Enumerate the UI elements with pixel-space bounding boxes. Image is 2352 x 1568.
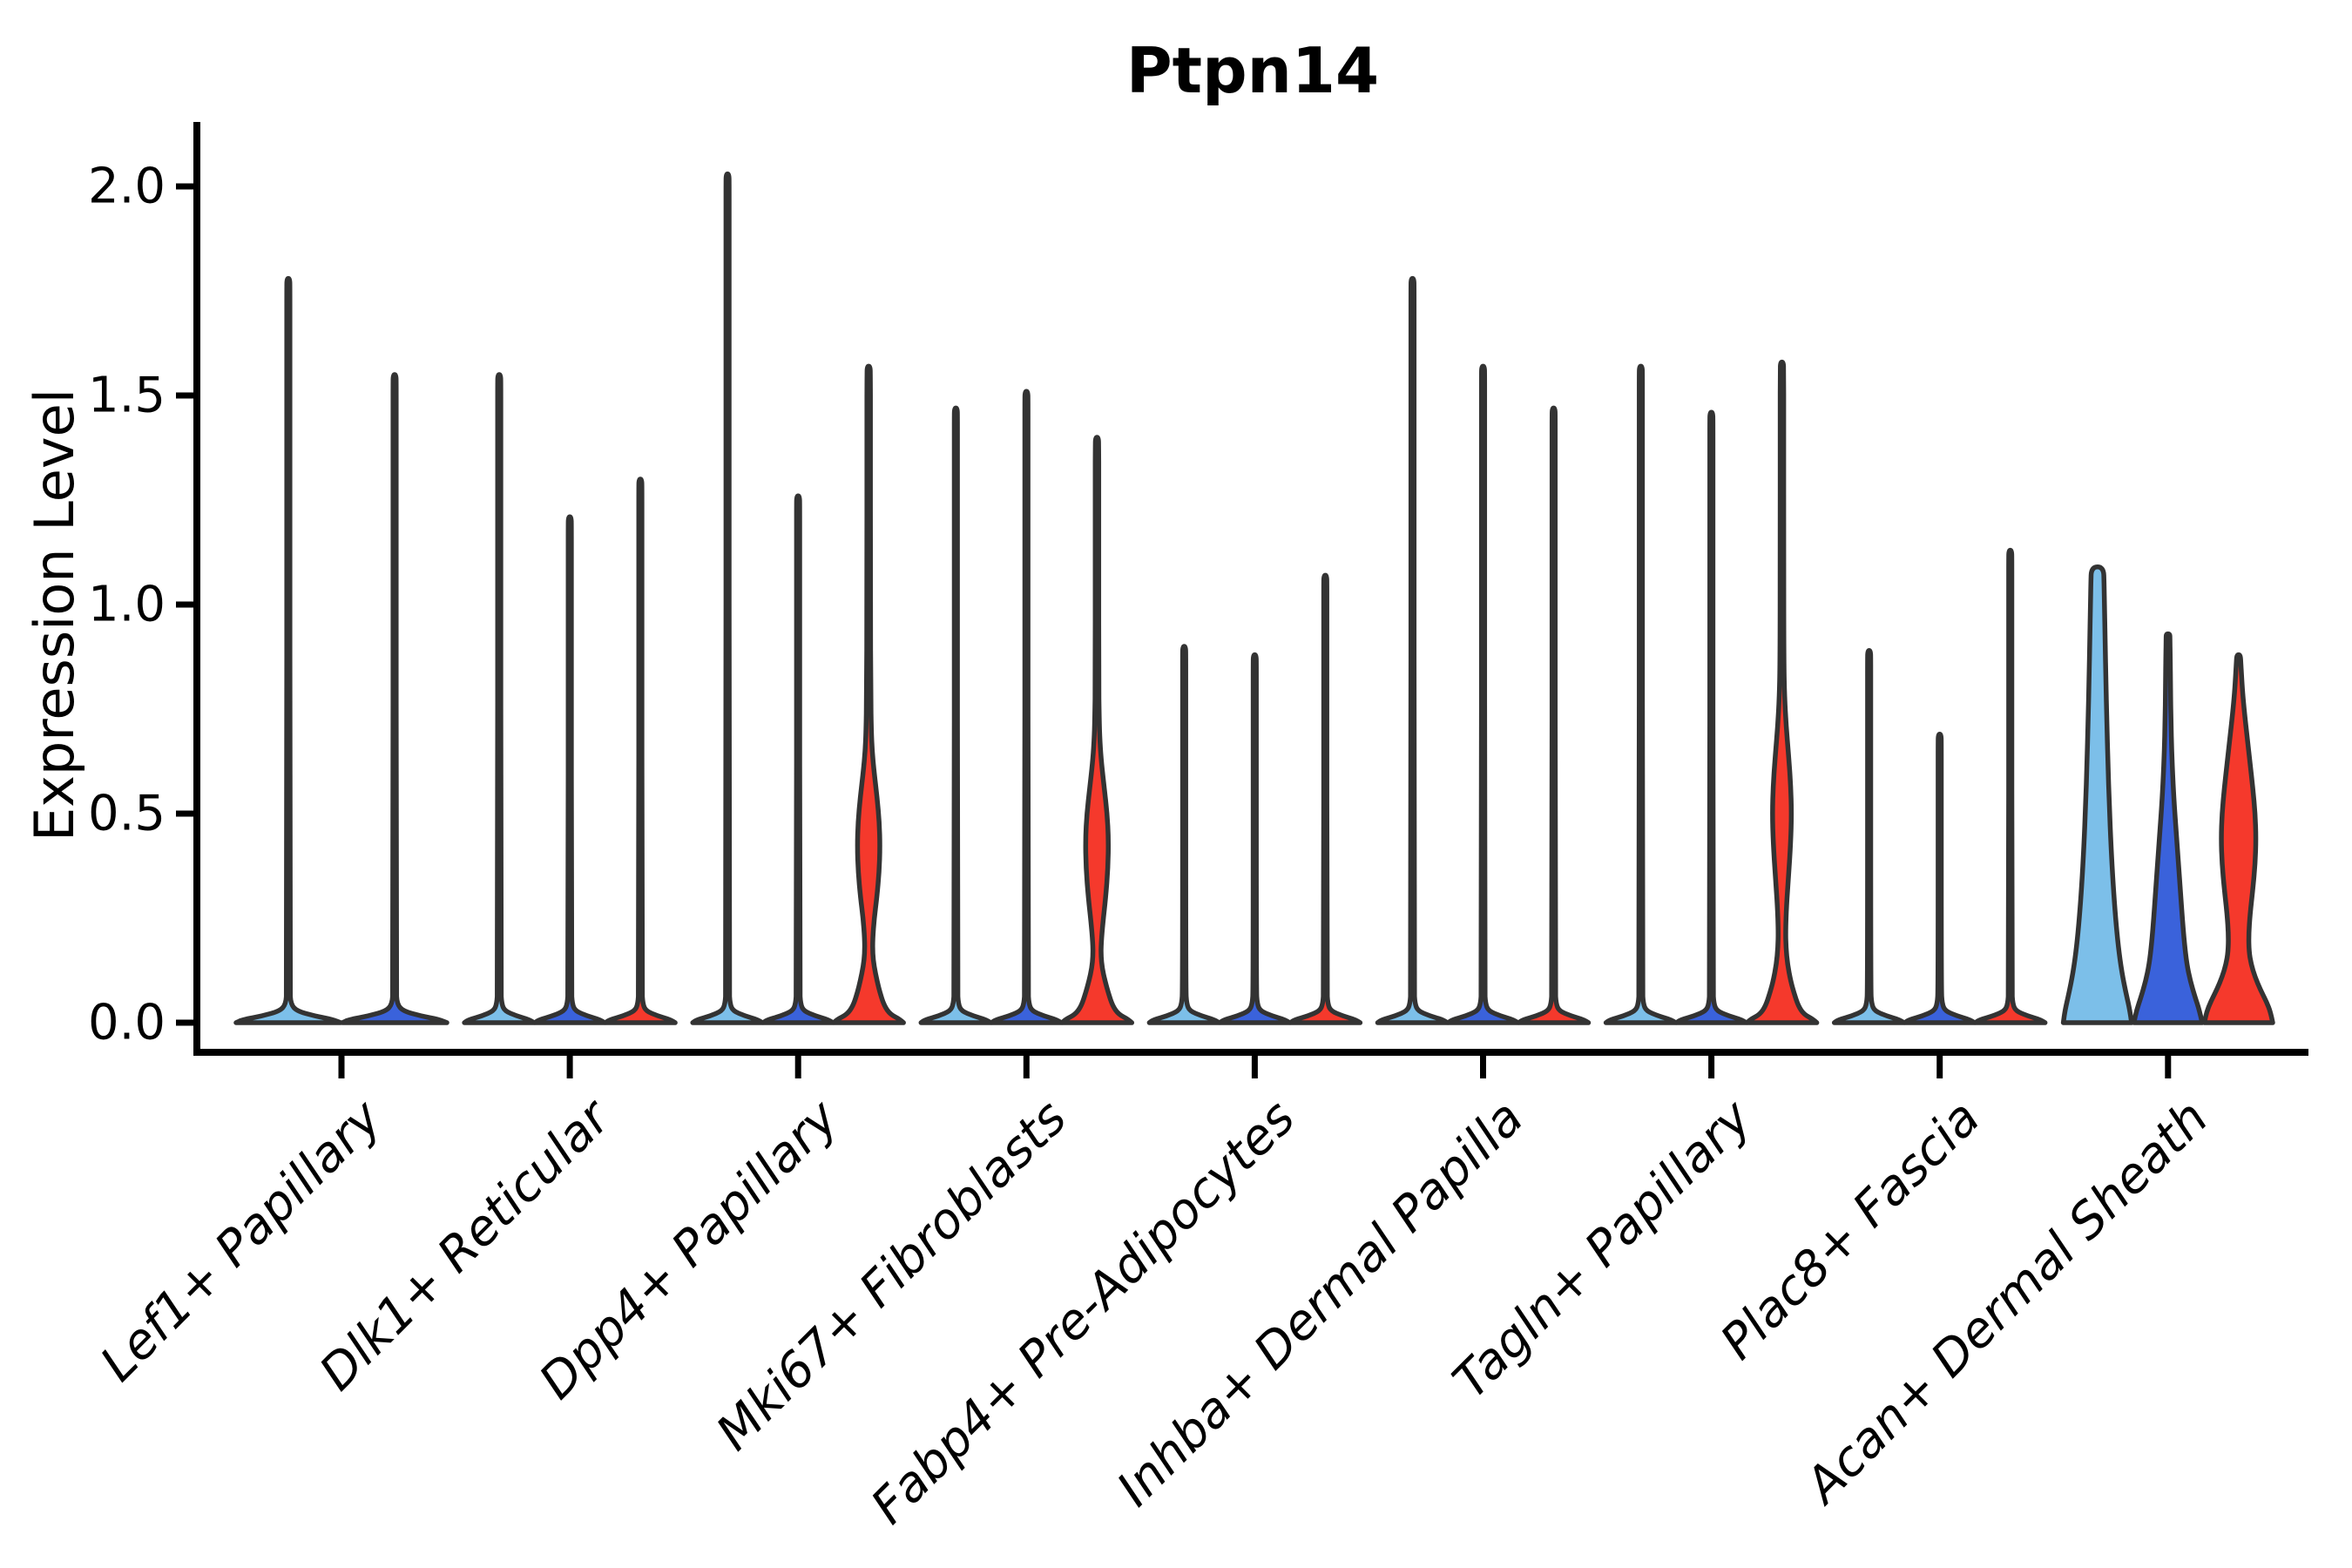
violin-sample-blue <box>340 372 449 1025</box>
y-axis-ticks: 0.0 0.5 1.0 1.5 2.0 <box>88 159 197 1051</box>
violin-sample-blue <box>989 389 1064 1025</box>
violin-sample-blue <box>1217 652 1293 1025</box>
y-tick-label: 0.5 <box>88 786 166 842</box>
violin-group-1 <box>233 275 449 1025</box>
violins-layer <box>233 171 2275 1025</box>
violin-sample-lightblue <box>233 275 343 1025</box>
violin-sample-lightblue <box>918 405 994 1025</box>
violin-sample-red <box>603 476 678 1025</box>
violin-sample-lightblue <box>1603 363 1679 1025</box>
violin-sample-lightblue <box>690 171 765 1025</box>
chart-title: Ptpn14 <box>1126 34 1379 107</box>
violin-group-5 <box>1146 572 1363 1025</box>
violin-sample-red <box>1972 547 2048 1025</box>
violin-sample-red <box>2201 652 2275 1025</box>
violin-group-6 <box>1375 275 1592 1025</box>
violin-sample-lightblue <box>1375 275 1450 1025</box>
violin-sample-lightblue <box>1831 648 1907 1025</box>
y-tick-label: 1.0 <box>88 577 166 633</box>
violin-group-7 <box>1603 359 1820 1025</box>
violin-sample-lightblue <box>462 372 537 1025</box>
axes-layer <box>193 122 2308 1056</box>
violin-sample-blue <box>1902 732 1977 1025</box>
y-axis-label: Expression Level <box>23 389 86 841</box>
violin-sample-blue <box>2131 631 2205 1025</box>
y-tick-label: 1.5 <box>88 368 166 424</box>
violin-sample-blue <box>532 514 607 1025</box>
y-tick-label: 0.0 <box>88 995 166 1051</box>
violin-group-3 <box>690 171 906 1025</box>
violin-sample-blue <box>1445 363 1521 1025</box>
violin-sample-red <box>1059 435 1135 1025</box>
violin-sample-lightblue <box>2060 564 2134 1025</box>
violin-group-2 <box>462 372 678 1025</box>
violin-sample-blue <box>760 493 835 1025</box>
violin-sample-blue <box>1673 409 1749 1025</box>
violin-group-4 <box>918 389 1135 1025</box>
violin-sample-red <box>1744 359 1820 1025</box>
violin-group-9 <box>2060 564 2275 1025</box>
y-tick-label: 2.0 <box>88 159 166 215</box>
violin-group-8 <box>1831 547 2048 1025</box>
violin-sample-lightblue <box>1146 644 1222 1025</box>
violin-sample-red <box>1288 572 1363 1025</box>
violin-sample-red <box>831 363 906 1025</box>
violin-sample-red <box>1516 405 1592 1025</box>
